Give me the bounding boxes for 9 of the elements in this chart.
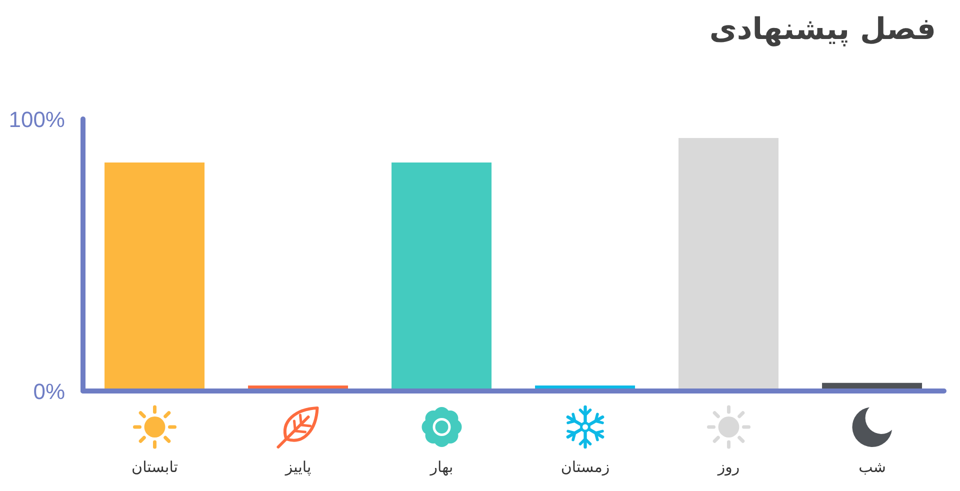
- x-tick-label: تابستان: [132, 458, 178, 476]
- x-tick-label: بهار: [429, 458, 454, 476]
- chart-title: فصل پیشنهادی: [709, 11, 936, 49]
- y-tick-label: 0%: [33, 378, 65, 404]
- x-tick-label: شب: [858, 458, 886, 476]
- x-tick-label: روز: [716, 458, 740, 476]
- x-tick-label: زمستان: [560, 458, 610, 476]
- x-tick-label: پاییز: [284, 458, 312, 476]
- y-tick-label: 100%: [8, 106, 65, 132]
